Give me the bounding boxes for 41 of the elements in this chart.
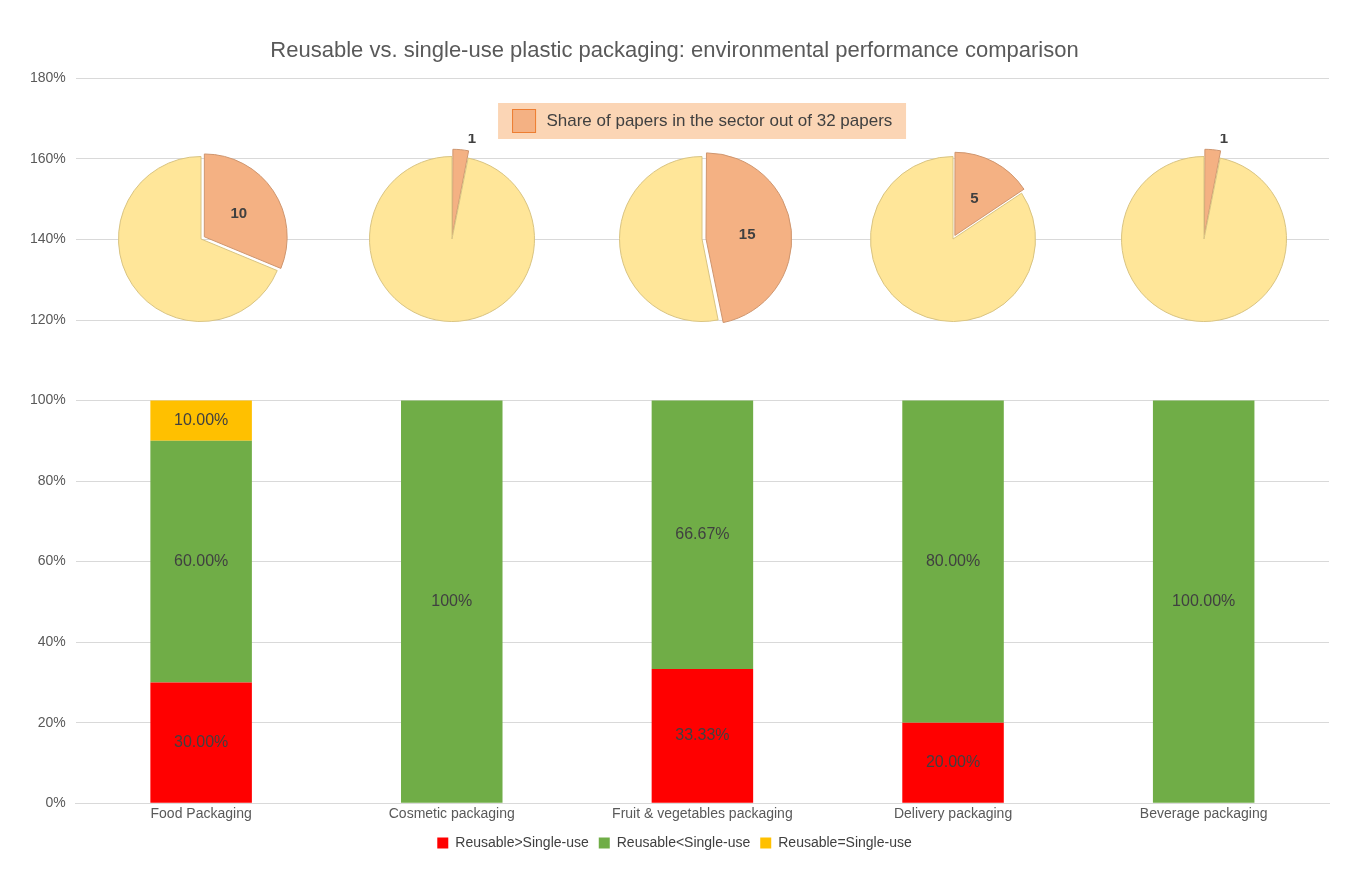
- data-label: 10.00%: [173, 411, 229, 429]
- legend-label: Reusable>Single-use: [455, 833, 589, 850]
- bar: [902, 400, 1004, 723]
- data-label: 15: [739, 225, 756, 243]
- y-tick-label: 160%: [29, 149, 66, 166]
- bar: [150, 682, 252, 803]
- y-tick-label: 180%: [29, 69, 66, 86]
- y-tick-label: 120%: [29, 310, 66, 327]
- y-tick-label: 140%: [29, 230, 66, 247]
- chart-title: Reusable vs. single-use plastic packaging: environmental performance comparison: [270, 37, 1079, 63]
- bar: [1152, 400, 1255, 803]
- data-label: 5: [970, 189, 979, 207]
- legend-label: Reusable<Single-use: [616, 833, 751, 850]
- data-label: 20.00%: [925, 753, 981, 771]
- data-label: 33.33%: [675, 726, 730, 744]
- data-label: 10: [230, 204, 248, 222]
- y-tick-label: 20%: [37, 713, 66, 730]
- y-tick-label: 0%: [45, 794, 66, 811]
- bar: [150, 440, 252, 683]
- y-tick-label: 60%: [37, 552, 66, 569]
- x-tick-label: Food Packaging: [150, 805, 252, 822]
- x-tick-label: Fruit & vegetables packaging: [612, 805, 793, 822]
- data-label: 100.00%: [1172, 592, 1236, 610]
- y-tick-label: 40%: [37, 632, 66, 649]
- y-tick-label: 100%: [29, 391, 66, 408]
- data-label: 66.67%: [675, 525, 730, 543]
- x-tick-label: Delivery packaging: [893, 805, 1013, 822]
- data-label: 30.00%: [173, 732, 229, 750]
- bar: [401, 400, 503, 803]
- x-tick-label: Beverage packaging: [1139, 805, 1268, 822]
- legend-label: Reusable=Single-use: [778, 833, 912, 850]
- data-label: 100%: [431, 592, 473, 610]
- y-tick-label: 80%: [37, 471, 66, 488]
- data-label: 60.00%: [173, 552, 229, 570]
- data-label: 80.00%: [925, 552, 981, 570]
- bar: [651, 400, 754, 669]
- bar: [902, 722, 1004, 803]
- bar: [651, 668, 754, 803]
- x-tick-label: Cosmetic packaging: [388, 805, 515, 822]
- bar: [150, 400, 252, 441]
- legend-label: Share of papers in the sector out of 32 papers: [546, 110, 893, 131]
